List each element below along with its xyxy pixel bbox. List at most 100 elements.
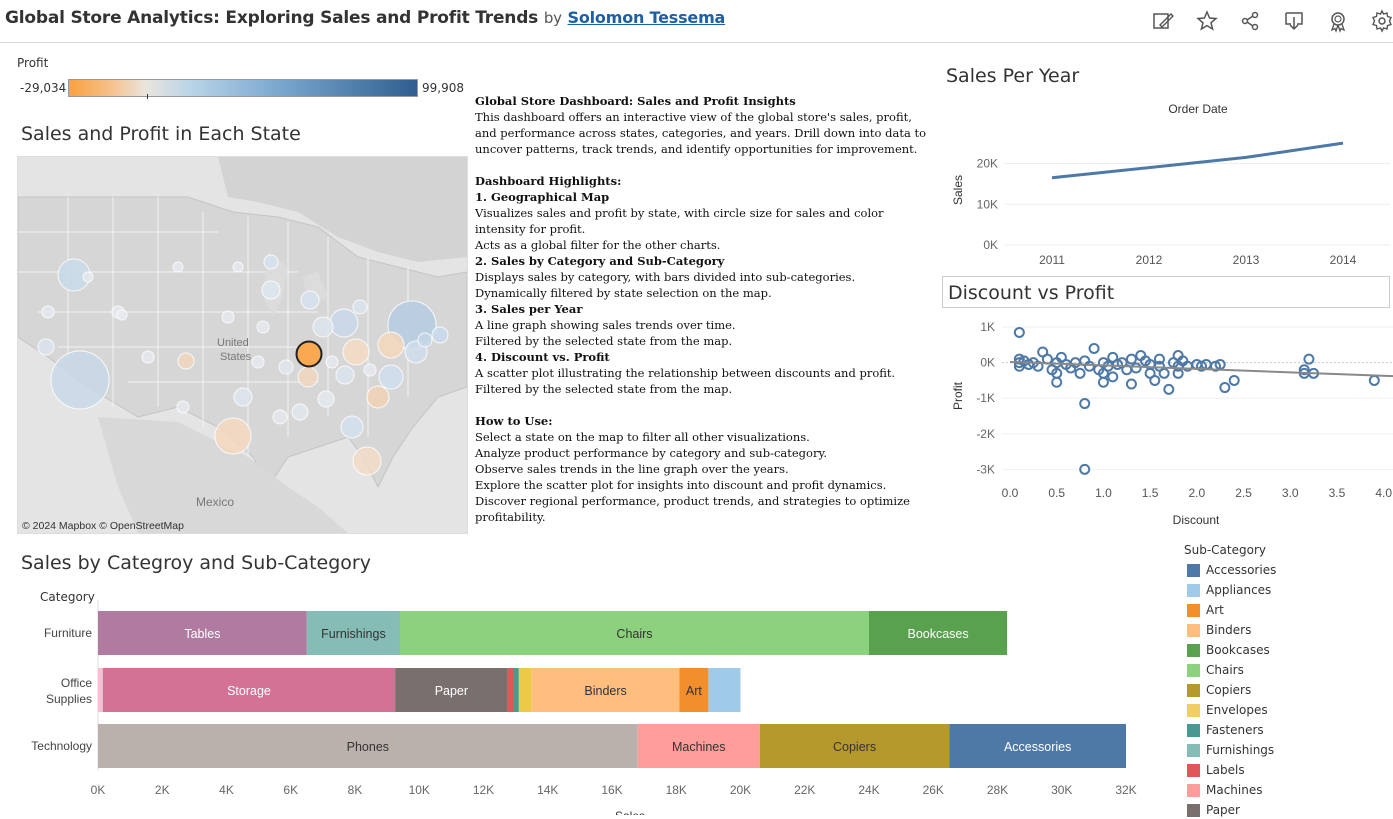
legend-swatch: [1187, 804, 1200, 817]
bar-x-tick: 8K: [348, 783, 363, 797]
scatter-point[interactable]: [1219, 382, 1231, 394]
subcategory-legend-title: Sub-Category: [1184, 543, 1266, 557]
bar-x-tick: 6K: [283, 783, 298, 797]
sales-per-year-chart[interactable]: Order Date Sales 0K 10K 20K 2011 2012 2013 2014: [940, 95, 1393, 275]
scatter-point[interactable]: [1097, 376, 1109, 388]
bar-segment-storage[interactable]: [102, 668, 396, 712]
settings-gear-icon[interactable]: [1370, 9, 1393, 33]
legend-swatch: [1187, 784, 1200, 797]
map-label-mexico: Mexico: [196, 495, 234, 509]
scatter-point[interactable]: [1088, 342, 1100, 354]
scatter-point[interactable]: [1228, 374, 1240, 386]
bar-segment-phones[interactable]: [98, 724, 638, 768]
scatter-point[interactable]: [1074, 367, 1086, 379]
bar-segment-label: Storage: [227, 684, 271, 698]
badge-icon[interactable]: [1326, 9, 1350, 33]
scatter-point[interactable]: [1032, 360, 1044, 372]
bar-x-tick: 18K: [666, 783, 687, 797]
scatter-point[interactable]: [1125, 378, 1137, 390]
share-icon[interactable]: [1238, 9, 1262, 33]
category-label: Furniture: [44, 626, 92, 640]
bar-segment-label: Tables: [184, 627, 220, 641]
bar-segment-envelopes[interactable]: [518, 668, 532, 712]
scatter-point[interactable]: [1153, 353, 1165, 365]
bar-segment-label: Paper: [435, 684, 468, 698]
scatter-point[interactable]: [1051, 376, 1063, 388]
selected-state-circle[interactable]: [295, 340, 323, 368]
edit-icon[interactable]: [1151, 9, 1175, 33]
description-heading: Global Store Dashboard: Sales and Profit…: [475, 94, 796, 108]
bar-segment-furnishings[interactable]: [306, 611, 400, 655]
bar-x-tick: 24K: [858, 783, 879, 797]
bar-segment-label: Accessories: [1004, 740, 1071, 754]
bar-segment-paper[interactable]: [395, 668, 508, 712]
bar-segment-machines[interactable]: [637, 724, 760, 768]
scatter-point[interactable]: [1083, 360, 1095, 372]
legend-swatch: [1187, 664, 1200, 677]
sales-by-category-chart[interactable]: Furniture Tables Furnishings Chairs Bookcase…: [0, 600, 1175, 815]
highlight-2-line-1: Displays sales by category, with bars di…: [475, 270, 856, 284]
map-canvas: United States Mexico: [18, 157, 467, 533]
highlight-3-line-2: Filtered by the selected state from the …: [475, 334, 733, 348]
bar-segment-labels[interactable]: [507, 668, 515, 712]
bar-segment-art[interactable]: [679, 668, 709, 712]
state-circles[interactable]: [37, 254, 449, 476]
line-x-tick: 2012: [1136, 253, 1163, 267]
bar-segment-tables[interactable]: [98, 611, 307, 655]
scatter-point[interactable]: [1298, 364, 1310, 376]
scatter-point[interactable]: [1013, 326, 1025, 338]
scatter-point[interactable]: [1163, 383, 1175, 395]
line-x-tick: 2014: [1330, 253, 1357, 267]
discount-profit-title-box: Discount vs Profit: [942, 276, 1390, 308]
trend-line: [1009, 360, 1393, 378]
scatter-point[interactable]: [1079, 463, 1091, 475]
bar-segment-label: Bookcases: [907, 627, 968, 641]
scatter-point[interactable]: [1303, 353, 1315, 365]
scatter-point[interactable]: [1368, 374, 1380, 386]
howto-line-4: Explore the scatter plot for insights in…: [475, 478, 887, 492]
legend-label: Furnishings: [1206, 743, 1275, 757]
howto-line-2: Analyze product performance by category …: [475, 446, 828, 460]
author-link[interactable]: Solomon Tessema: [567, 8, 726, 27]
map-label-us: United: [217, 337, 249, 349]
scatter-point[interactable]: [1158, 367, 1170, 379]
scatter-point[interactable]: [1125, 353, 1137, 365]
bar-segment-label: Phones: [347, 740, 389, 754]
bar-segment-binders[interactable]: [531, 668, 680, 712]
line-y-tick: 20K: [977, 157, 998, 171]
bar-x-tick: 10K: [409, 783, 430, 797]
highlight-4-title: 4. Discount vs. Profit: [475, 350, 610, 364]
scatter-point[interactable]: [1149, 374, 1161, 386]
highlight-3-line-1: A line graph showing sales trends over t…: [475, 318, 736, 332]
scatter-point[interactable]: [1079, 398, 1091, 410]
bar-segment-bookcases[interactable]: [869, 611, 1008, 655]
scatter-y-tick: 1K: [980, 320, 995, 334]
category-label: Technology: [31, 739, 92, 753]
bar-x-tick: 2K: [155, 783, 170, 797]
sales-line[interactable]: [1051, 141, 1344, 180]
bar-x-tick: 22K: [794, 783, 815, 797]
scatter-x-tick: 0.5: [1048, 486, 1065, 500]
scatter-point[interactable]: [1130, 362, 1142, 374]
highlight-2-title: 2. Sales by Category and Sub-Category: [475, 254, 725, 268]
scatter-y-tick: 0K: [980, 356, 995, 370]
favorite-star-icon[interactable]: [1195, 9, 1219, 33]
bar-segment-fasteners[interactable]: [514, 668, 519, 712]
howto-line-5: Discover regional performance, product t…: [475, 494, 910, 524]
download-icon[interactable]: [1282, 9, 1306, 33]
svg-text:States: States: [220, 351, 252, 363]
highlights-heading: Dashboard Highlights:: [475, 174, 622, 188]
bar-segment-accessories[interactable]: [949, 724, 1126, 768]
title-text: Global Store Analytics: Exploring Sales …: [5, 8, 539, 28]
bar-segment-chairs[interactable]: [399, 611, 869, 655]
scatter-x-tick: 1.0: [1095, 486, 1112, 500]
dashboard-title: Global Store Analytics: Exploring Sales …: [5, 8, 725, 28]
bar-segment-appliances[interactable]: [708, 668, 741, 712]
category-label: Office: [61, 676, 92, 690]
us-state-map[interactable]: United States Mexico: [17, 156, 468, 534]
bar-segment-paper-pink[interactable]: [98, 668, 103, 712]
discount-profit-chart[interactable]: Profit 1K 0K -1K -2K -3K 0.0 0.5 1.0 1.5 2.0 2.5 3.0…: [940, 308, 1393, 533]
scatter-point[interactable]: [1107, 371, 1119, 383]
legend-label: Bookcases: [1206, 643, 1270, 657]
bar-segment-copiers[interactable]: [759, 724, 950, 768]
